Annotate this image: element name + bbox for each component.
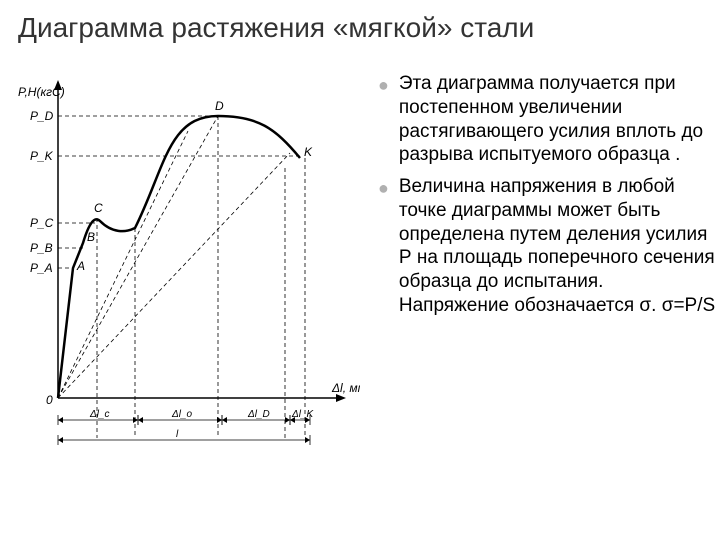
stress-strain-diagram: P,H(кгС) 0 Δl, мм P_D P_K P_C P_B P_A A B C D K Δl_c Δ… (10, 68, 360, 468)
svg-text:0: 0 (46, 393, 53, 407)
svg-text:B: B (87, 230, 95, 244)
svg-text:l: l (176, 429, 179, 440)
page-title: Диаграмма растяжения «мягкой» стали (18, 12, 534, 44)
diagram-area: P,H(кгС) 0 Δl, мм P_D P_K P_C P_B P_A A B C D K Δl_c Δ… (10, 68, 360, 468)
list-item: ● Эта диаграмма получается при постепенн… (378, 72, 718, 167)
svg-text:Δl_c: Δl_c (89, 409, 110, 420)
bullet-icon: ● (378, 74, 389, 167)
list-item: ● Величина напряжения в любой точке диаг… (378, 175, 718, 318)
svg-text:K: K (304, 145, 313, 159)
svg-text:P_K: P_K (30, 149, 54, 163)
svg-text:Δl, мм: Δl, мм (331, 381, 360, 395)
svg-text:A: A (76, 259, 85, 273)
svg-text:Δl_o: Δl_o (171, 409, 192, 420)
svg-text:P_A: P_A (30, 261, 53, 275)
text-block: ● Эта диаграмма получается при постепенн… (378, 72, 718, 326)
svg-text:Δl_D: Δl_D (247, 409, 270, 420)
svg-text:Δl_K: Δl_K (291, 409, 314, 420)
svg-text:C: C (94, 201, 103, 215)
bullet-text: Величина напряжения в любой точке диагра… (399, 175, 718, 318)
bullet-icon: ● (378, 177, 389, 318)
svg-text:P,H(кгС): P,H(кгС) (18, 85, 65, 99)
svg-text:P_D: P_D (30, 109, 54, 123)
svg-text:D: D (215, 99, 224, 113)
bullet-text: Эта диаграмма получается при постепенном… (399, 72, 718, 167)
svg-text:P_B: P_B (30, 241, 53, 255)
svg-text:P_C: P_C (30, 216, 54, 230)
